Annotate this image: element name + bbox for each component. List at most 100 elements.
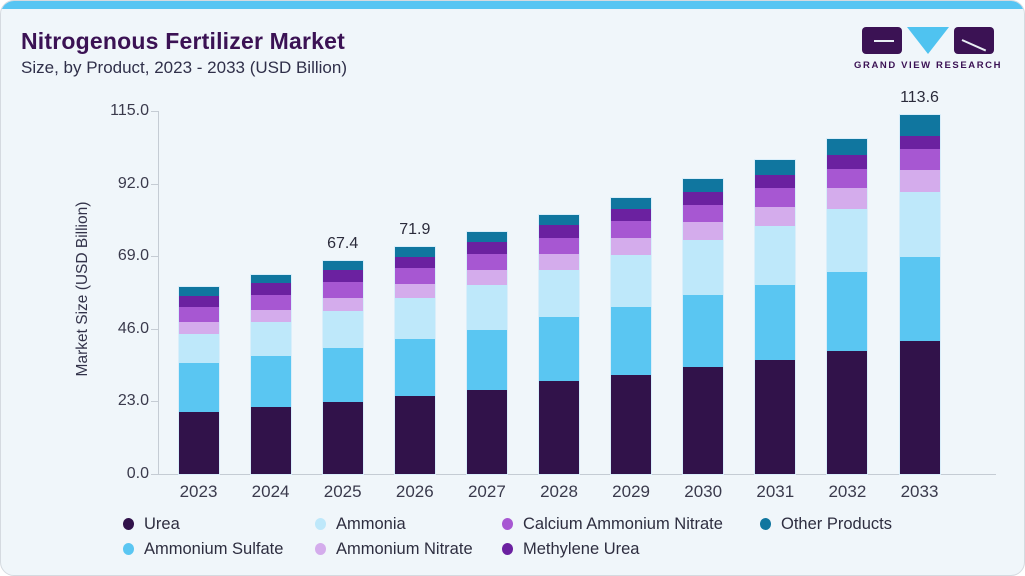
bar-segment-other-products [899, 115, 940, 137]
bar-segment-other-products [539, 215, 579, 226]
bar-2025 [321, 260, 364, 475]
y-tick-mark [151, 474, 158, 475]
bar-segment-methylene-urea [250, 283, 291, 295]
chart-subtitle: Size, by Product, 2023 - 2033 (USD Billi… [21, 58, 347, 77]
x-tick-label: 2030 [684, 482, 723, 501]
y-tick-label: 0.0 [126, 465, 149, 482]
x-tick-label: 2027 [467, 482, 506, 501]
bar-segment-ammonium-nitrate [683, 222, 724, 241]
bar-segment-ammonium-sulfate [683, 295, 724, 367]
bar-segment-other-products [250, 274, 291, 284]
logo-marks [854, 27, 1002, 55]
legend-label: Calcium Ammonium Nitrate [523, 514, 723, 533]
bar-segment-other-products [394, 247, 435, 257]
bar-segment-urea [827, 351, 868, 474]
bar-segment-urea [755, 360, 796, 474]
bar-segment-urea [394, 396, 435, 474]
bar-segment-calcium-ammonium-nitrate [899, 149, 940, 170]
bar-segment-calcium-ammonium-nitrate [755, 188, 796, 207]
bar-segment-ammonium-nitrate [827, 188, 868, 209]
bar-segment-ammonium-sulfate [178, 363, 219, 413]
bar-segment-ammonium-sulfate [539, 317, 579, 382]
bar-segment-calcium-ammonium-nitrate [322, 282, 363, 298]
bar-segment-ammonium-nitrate [322, 297, 363, 312]
bar-segment-ammonia [178, 333, 219, 364]
bar-segment-urea [466, 390, 507, 474]
bar-segment-methylene-urea [611, 208, 652, 222]
legend-swatch-icon [760, 518, 771, 530]
bar-2033 [898, 114, 941, 475]
y-tick-label: 69.0 [117, 247, 149, 265]
y-axis-line [158, 111, 159, 475]
bar-segment-ammonia [611, 255, 652, 307]
bar-segment-ammonium-nitrate [755, 206, 796, 227]
bar-segment-ammonia [394, 298, 435, 339]
bar-segment-urea [539, 381, 579, 474]
bar-segment-ammonium-sulfate [611, 306, 652, 375]
legend-item-ammonium-nitrate: Ammonium Nitrate [315, 540, 473, 558]
bar-segment-other-products [611, 198, 652, 209]
bar-segment-ammonium-nitrate [250, 309, 291, 323]
bar-segment-methylene-urea [755, 175, 796, 189]
bar-segment-urea [250, 407, 291, 474]
x-tick-label: 2033 [900, 482, 939, 501]
logo-v-triangle-icon [907, 27, 949, 54]
bar-segment-calcium-ammonium-nitrate [466, 253, 507, 271]
x-tick-label: 2026 [395, 482, 434, 501]
y-tick-mark [151, 328, 158, 330]
bar-segment-methylene-urea [178, 295, 219, 308]
bar-segment-methylene-urea [394, 256, 435, 269]
y-tick-mark [151, 401, 158, 403]
x-axis-line [158, 474, 996, 475]
legend-swatch-icon [315, 518, 326, 530]
y-tick-mark [151, 256, 158, 258]
bar-segment-ammonium-nitrate [539, 253, 579, 271]
bar-segment-methylene-urea [466, 241, 507, 254]
bar-2024 [249, 273, 292, 475]
y-tick-mark [151, 183, 158, 185]
bar-2027 [465, 230, 508, 475]
bar-segment-ammonium-sulfate [466, 329, 507, 391]
bar-2026 [393, 246, 436, 475]
x-tick-label: 2031 [756, 482, 795, 501]
bar-segment-ammonium-nitrate [394, 283, 435, 299]
legend-item-ammonium-sulfate: Ammonium Sulfate [123, 540, 283, 558]
legend-swatch-icon [502, 543, 513, 555]
legend-label: Ammonium Nitrate [336, 539, 473, 558]
bar-segment-ammonium-nitrate [899, 170, 940, 193]
bar-segment-methylene-urea [683, 192, 724, 205]
bar-2031 [754, 158, 797, 475]
bar-segment-calcium-ammonium-nitrate [827, 168, 868, 189]
bar-segment-ammonia [539, 270, 579, 318]
x-tick-label: 2025 [323, 482, 362, 501]
y-tick-label: 46.0 [117, 319, 149, 337]
bar-segment-ammonia [899, 192, 940, 258]
bar-2028 [538, 214, 580, 475]
y-tick-label: 23.0 [117, 392, 149, 410]
bar-segment-ammonia [755, 226, 796, 285]
bar-segment-calcium-ammonium-nitrate [683, 204, 724, 223]
legend-item-ammonia: Ammonia [315, 515, 406, 533]
bar-2023 [177, 286, 220, 475]
legend-item-other-products: Other Products [760, 515, 892, 533]
bar-segment-calcium-ammonium-nitrate [611, 221, 652, 239]
bar-segment-ammonium-sulfate [250, 355, 291, 408]
legend-item-urea: Urea [123, 515, 180, 533]
bar-2029 [610, 197, 653, 475]
x-tick-label: 2032 [828, 482, 867, 501]
bar-segment-ammonia [322, 311, 363, 348]
bar-segment-other-products [322, 261, 363, 271]
bar-segment-calcium-ammonium-nitrate [250, 295, 291, 310]
bar-segment-other-products [178, 287, 219, 296]
y-tick-label: 92.0 [117, 174, 149, 192]
bar-segment-other-products [683, 179, 724, 193]
legend-label: Urea [144, 514, 180, 533]
bar-segment-ammonium-sulfate [322, 347, 363, 403]
bar-segment-other-products [755, 159, 796, 176]
bar-segment-ammonium-sulfate [827, 271, 868, 352]
y-tick-label: 115.0 [110, 102, 149, 119]
legend-swatch-icon [123, 518, 134, 530]
bar-segment-other-products [827, 138, 868, 156]
y-tick-mark [151, 111, 158, 112]
